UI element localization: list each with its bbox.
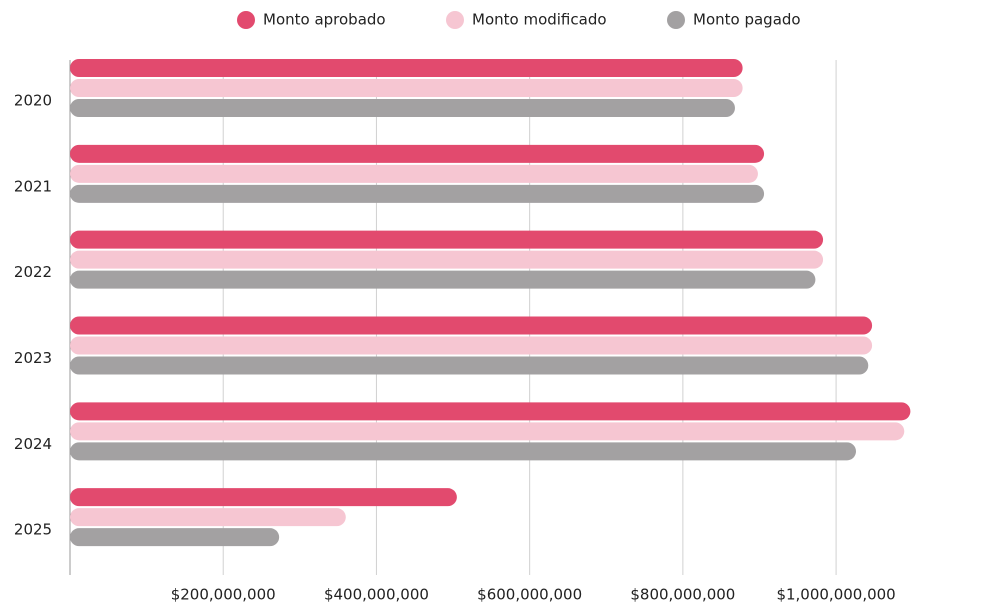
- bar: [70, 528, 280, 547]
- x-tick-label: $1,000,000,000: [776, 586, 895, 604]
- bar: [70, 316, 873, 335]
- y-tick-label: 2023: [14, 349, 52, 367]
- legend-label: Monto aprobado: [263, 11, 386, 29]
- bar: [70, 184, 765, 203]
- bar: [70, 422, 905, 441]
- legend-label: Monto pagado: [693, 11, 801, 29]
- bar: [70, 508, 346, 527]
- legend-marker: [667, 11, 685, 29]
- x-tick-label: $200,000,000: [171, 586, 276, 604]
- bar: [70, 250, 824, 269]
- legend-marker: [446, 11, 464, 29]
- x-tick-label: $600,000,000: [477, 586, 582, 604]
- bar: [70, 230, 824, 249]
- bar: [70, 356, 869, 375]
- bar: [70, 270, 816, 289]
- y-tick-label: 2021: [14, 177, 52, 195]
- x-tick-label: $800,000,000: [630, 586, 735, 604]
- bar: [70, 164, 758, 183]
- legend-label: Monto modificado: [472, 11, 607, 29]
- bar: [70, 488, 457, 507]
- bar: [70, 59, 743, 77]
- bar: [70, 402, 911, 421]
- y-tick-label: 2024: [14, 435, 52, 453]
- bar: [70, 336, 873, 355]
- bar: [70, 79, 743, 97]
- bar: [70, 99, 735, 117]
- bar: [70, 442, 857, 461]
- x-tick-label: $400,000,000: [324, 586, 429, 604]
- y-tick-label: 2025: [14, 521, 52, 539]
- bar: [70, 144, 765, 163]
- y-tick-label: 2020: [14, 92, 52, 110]
- legend-marker: [237, 11, 255, 29]
- y-tick-label: 2022: [14, 263, 52, 281]
